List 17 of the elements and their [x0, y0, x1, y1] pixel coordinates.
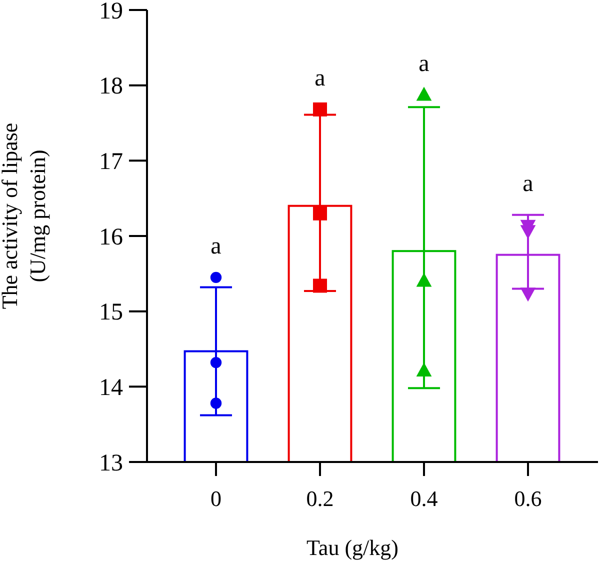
y-tick-label: 14: [99, 375, 123, 402]
annotation: a: [210, 233, 222, 260]
y-tick-label: 18: [99, 74, 123, 100]
annotation: a: [418, 51, 430, 78]
y-axis-title: The activity of lipase (U/mg protein): [0, 122, 50, 310]
y-tick-label: 15: [99, 300, 123, 326]
x-tick-label: 0.6: [514, 486, 542, 511]
x-tick-label: 0.2: [306, 486, 334, 511]
annotation: a: [314, 65, 326, 92]
x-tick-label: 0: [210, 486, 222, 511]
y-tick-label: 16: [99, 224, 123, 250]
x-tick-label: 0.4: [410, 486, 438, 511]
annotation: a: [522, 170, 534, 197]
y-tick-label: 19: [99, 0, 123, 24]
x-axis-title: Tau (g/kg): [306, 535, 398, 560]
y-tick-label: 17: [99, 149, 123, 176]
y-tick-label: 13: [99, 450, 123, 476]
